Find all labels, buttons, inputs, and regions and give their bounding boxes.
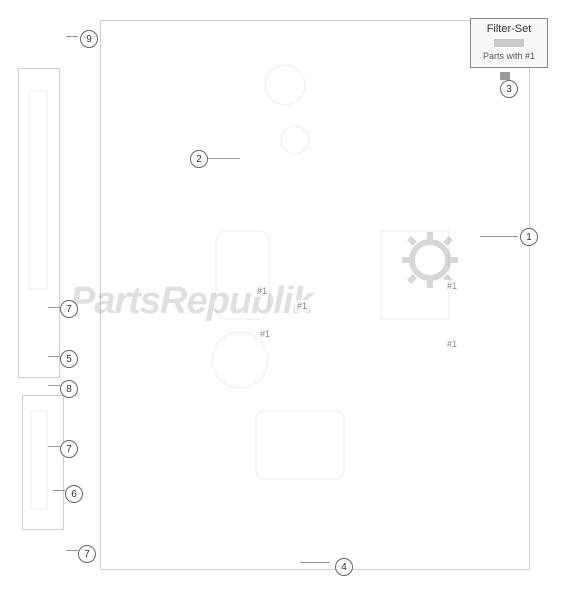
leader-line [48, 385, 60, 386]
filter-set-box: Filter-Set Parts with #1 [470, 18, 548, 68]
part-sketch-7 [28, 90, 48, 290]
hash-label: #1 [255, 285, 269, 297]
leader-line [48, 307, 60, 308]
part-sketch-8 [30, 410, 48, 510]
part-sketch-1 [263, 63, 307, 107]
leader-line [300, 562, 330, 563]
callout-7b[interactable]: 7 [60, 440, 78, 458]
filter-set-subtitle: Parts with #1 [479, 51, 539, 61]
leader-line [48, 356, 60, 357]
callout-4[interactable]: 4 [335, 558, 353, 576]
leader-line [66, 36, 78, 37]
callout-9[interactable]: 9 [80, 30, 98, 48]
part-sketch-2 [279, 124, 311, 156]
callout-7a[interactable]: 7 [60, 300, 78, 318]
part-sketch-5 [255, 410, 345, 480]
leader-line [48, 446, 60, 447]
watermark-text: PartsRepublik [70, 280, 313, 323]
callout-6[interactable]: 6 [65, 485, 83, 503]
callout-5[interactable]: 5 [60, 350, 78, 368]
leader-line [480, 236, 518, 237]
leader-line [500, 72, 510, 80]
callout-1[interactable]: 1 [520, 228, 538, 246]
hash-label: #1 [295, 300, 309, 312]
leader-line [53, 490, 65, 491]
filter-set-subtitle-text: Parts with #1 [483, 51, 535, 61]
callout-2[interactable]: 2 [190, 150, 208, 168]
callout-8[interactable]: 8 [60, 380, 78, 398]
ktm-logo-icon [494, 37, 524, 49]
hash-label: #1 [445, 280, 459, 292]
hash-label: #1 [445, 338, 459, 350]
callout-3[interactable]: 3 [500, 80, 518, 98]
filter-set-title: Filter-Set [479, 23, 539, 35]
hash-label: #1 [258, 328, 272, 340]
parts-diagram: PartsRepublik Filter-Set Parts with #1 1… [0, 0, 568, 613]
leader-line [66, 550, 78, 551]
callout-7c[interactable]: 7 [78, 545, 96, 563]
